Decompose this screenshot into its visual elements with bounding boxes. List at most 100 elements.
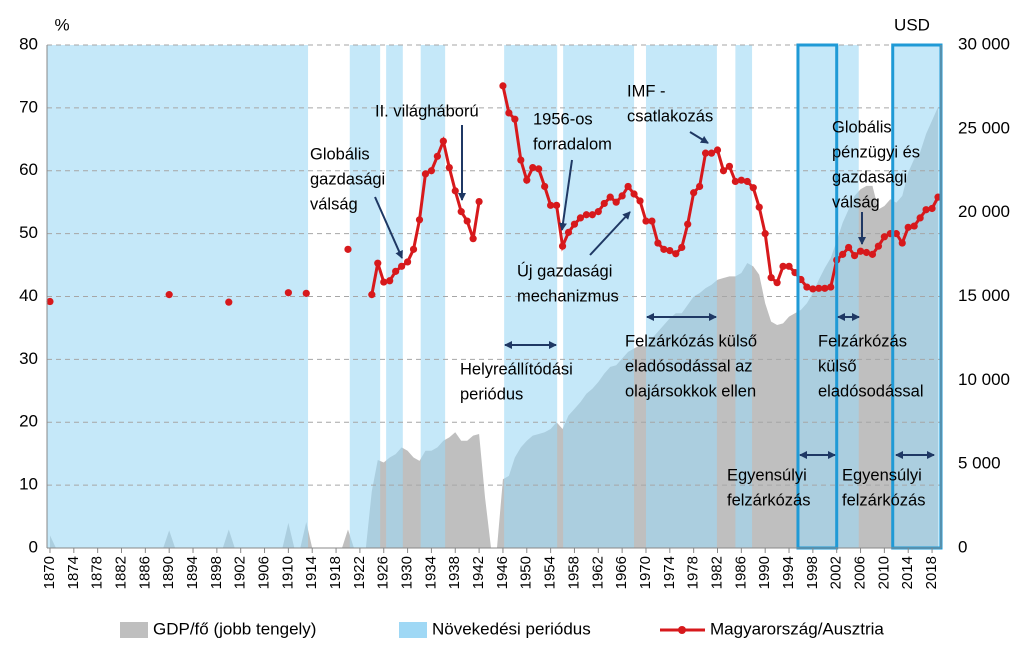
x-tick-label: 1918 [327, 556, 344, 589]
y2-tick-label: 0 [958, 537, 967, 556]
x-tick-label: 1894 [184, 556, 201, 589]
axis-layer: 0 10 20 30 40 50 60 70 80 0 5 000 10 000 15 000 20 00… [19, 34, 1010, 589]
ratio-point [809, 285, 817, 293]
legend-swatch [399, 622, 427, 638]
arrow [374, 196, 403, 259]
y-tick-label: 50 [19, 223, 38, 242]
annotation: eladósodással [818, 382, 924, 400]
ratio-point [225, 298, 233, 306]
legend-label: Magyarország/Ausztria [710, 619, 884, 638]
ratio-point [594, 208, 602, 216]
annotation: csatlakozás [627, 107, 713, 125]
y-tick-label: 0 [29, 537, 38, 556]
annotation: gazdasági [832, 168, 907, 186]
ratio-point [302, 289, 310, 297]
growth-band [420, 45, 446, 548]
x-tick-label: 2018 [923, 556, 940, 589]
ratio-point [564, 228, 573, 236]
ratio-point [451, 187, 459, 195]
ratio-point [696, 182, 704, 191]
ratio-point [755, 203, 763, 211]
annotation: Egyensúlyi [727, 466, 807, 484]
ratio-point [523, 176, 531, 184]
ratio-point [541, 182, 549, 191]
ratio-point [737, 176, 745, 184]
ratio-point [922, 206, 930, 214]
ratio-point [904, 223, 912, 231]
x-tick-label: 1938 [446, 556, 463, 589]
ratio-point [678, 243, 686, 252]
x-tick-label: 1898 [208, 556, 225, 589]
legend: GDP/fő (jobb tengely) Növekedési periódus… [120, 619, 884, 638]
ratio-point [725, 162, 734, 170]
ratio-point [475, 197, 483, 206]
ratio-point [630, 190, 638, 198]
ratio-point [576, 214, 585, 222]
ratio-point [767, 274, 775, 282]
x-tick-label: 1942 [470, 556, 487, 589]
ratio-point [46, 297, 54, 306]
annotation: II. világháború [375, 102, 479, 120]
ratio-point [880, 233, 888, 241]
annotation: válság [832, 193, 880, 211]
y-tick-label: 70 [19, 97, 38, 116]
x-tick-label: 1966 [613, 556, 630, 589]
ratio-point [928, 204, 936, 213]
ratio-point [463, 217, 471, 225]
annotation: forradalom [533, 135, 612, 153]
x-tick-label: 2002 [828, 556, 845, 589]
x-tick-label: 2010 [875, 556, 892, 589]
arrow [559, 159, 573, 231]
annotation: Helyreállítódási [460, 360, 573, 378]
ratio-point [409, 245, 418, 253]
ratio-point [856, 247, 865, 255]
legend-label: Növekedési periódus [432, 619, 591, 638]
y-unit: % [54, 15, 69, 34]
ratio-point [380, 278, 388, 286]
ratio-point [505, 109, 513, 117]
x-tick-label: 1870 [41, 556, 58, 589]
ratio-point [839, 250, 847, 258]
ratio-point [684, 220, 692, 228]
y-tick-label: 20 [19, 412, 38, 431]
x-tick-label: 1946 [494, 556, 511, 589]
band-layer [47, 45, 941, 548]
ratio-point [386, 277, 394, 285]
ratio-point [642, 217, 650, 225]
grid-layer [47, 44, 941, 486]
x-tick-label: 1890 [160, 556, 177, 589]
ratio-point [916, 214, 924, 222]
ratio-point [165, 291, 173, 299]
growth-band [504, 45, 558, 548]
legend-label: GDP/fő (jobb tengely) [153, 619, 316, 638]
ratio-point [910, 222, 918, 230]
ratio-point [535, 165, 543, 173]
ratio-point [582, 211, 590, 219]
x-tick-label: 1878 [89, 556, 106, 589]
ratio-point [719, 167, 728, 175]
annotation: Egyensúlyi [842, 466, 922, 484]
ratio-point [827, 283, 835, 291]
y2-unit: USD [894, 15, 930, 34]
legend-swatch [678, 626, 686, 634]
ratio-point [433, 152, 441, 160]
ratio-point [654, 239, 662, 247]
annotation: Felzárkózás külső [625, 332, 757, 350]
ratio-point [517, 156, 525, 164]
annotation: pénzügyi és [832, 143, 920, 161]
ratio-point [743, 177, 751, 186]
annotation: periódus [460, 385, 523, 403]
x-tick-label: 1978 [685, 556, 702, 589]
ratio-point [636, 197, 644, 205]
y2-tick-label: 15 000 [958, 286, 1010, 305]
ratio-point [773, 279, 781, 287]
annotation: felzárkózás [842, 491, 925, 509]
annotation: válság [310, 195, 358, 213]
ratio-point [731, 177, 739, 186]
ratio-point [862, 248, 871, 257]
ratio-point [660, 245, 668, 253]
ratio-point [701, 149, 710, 157]
ratio-point [469, 235, 477, 243]
arrow [589, 211, 631, 256]
